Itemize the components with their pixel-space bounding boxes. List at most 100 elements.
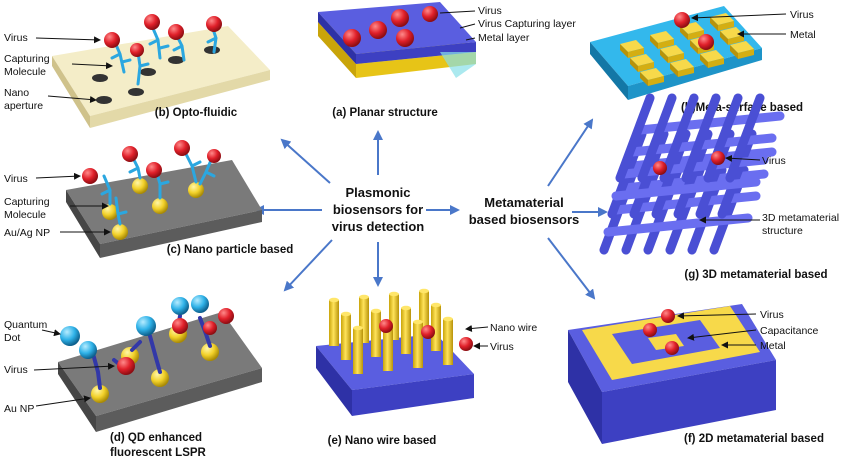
metamaterial-rods [599, 93, 785, 255]
panel-c-nano-particle: Virus Capturing Molecule Au/Ag NP (c) Na… [4, 140, 293, 258]
nano-wire-top [359, 294, 369, 300]
panel-e-nano-wire: Nano wire Virus (e) Nano wire based [316, 288, 537, 447]
panel-e-caption: (e) Nano wire based [328, 435, 437, 447]
label-virus: Virus [4, 364, 28, 376]
virus-particle [104, 32, 120, 48]
virus-particle [698, 34, 714, 50]
center-right-title-line-1: Metamaterial [484, 195, 563, 210]
gold-nanoparticle [112, 224, 128, 240]
nano-wire [413, 322, 423, 368]
label-virus: Virus [790, 9, 814, 21]
virus-particle [343, 29, 361, 47]
virus-particle [396, 29, 414, 47]
metal-block-top [670, 59, 694, 71]
quantum-dot [79, 341, 97, 359]
panel-h-meta-surface: Virus Metal (h)Meta-surface based [590, 6, 816, 114]
label-structure-2: structure [762, 225, 803, 237]
nano-wire-top [371, 308, 381, 314]
virus-particle [146, 162, 162, 178]
panel-f-2d-metamaterial: Virus Capacitance Metal (f) 2D metamater… [568, 304, 824, 445]
label-nano: Nano [4, 87, 29, 99]
metal-block-side [620, 44, 628, 58]
nano-wire [389, 294, 399, 340]
pointer-line [677, 312, 757, 320]
virus-particle [174, 140, 190, 156]
label-metal: Metal [790, 29, 816, 41]
nano-wire-top [353, 325, 363, 331]
metal-block-top [650, 31, 674, 43]
nano-wire [341, 314, 351, 360]
gray-substrate [58, 312, 262, 416]
metal-block-side [730, 45, 738, 59]
panel-c-caption: (c) Nano particle based [167, 244, 294, 256]
pointer-line [35, 36, 101, 44]
virus-particle [653, 161, 667, 175]
nano-wire-top [443, 316, 453, 322]
quantum-dot [171, 297, 189, 315]
nano-wire [383, 325, 393, 371]
nano-wire [419, 291, 429, 337]
virus-particle [206, 16, 222, 32]
label-dot: Dot [4, 332, 20, 344]
metal-block-top [700, 50, 724, 62]
metal-block-side [700, 54, 708, 68]
nano-wire-top [401, 305, 411, 311]
nano-aperture [204, 46, 220, 54]
gold-nanoparticle [201, 343, 219, 361]
metal-block-top [620, 40, 644, 52]
panel-d-caption-line-2: fluorescent LSPR [110, 447, 207, 459]
label-virus: Virus [4, 32, 28, 44]
blue-substrate [602, 360, 776, 444]
panel-b-caption: (b) Opto-fluidic [155, 107, 238, 119]
nano-wire [431, 305, 441, 351]
metal-block-side [718, 21, 734, 31]
metal-block-side [738, 49, 754, 59]
metal-block-side [638, 62, 654, 72]
metal-block-side [628, 48, 644, 58]
virus-particle [459, 337, 473, 351]
metamaterial-rod [637, 93, 677, 183]
label-capturing: Capturing [4, 53, 50, 65]
label-virus: Virus [762, 155, 786, 167]
label-au-np: Au NP [4, 403, 34, 415]
label-structure-1: 3D metamaterial [762, 212, 839, 224]
nano-wire [329, 300, 339, 346]
quantum-dot [191, 295, 209, 313]
metal-block-side [690, 40, 698, 54]
nano-wire [401, 308, 411, 354]
panel-f-caption: (f) 2D metamaterial based [684, 433, 824, 445]
nano-wire-top [329, 297, 339, 303]
metal-block-top [630, 54, 654, 66]
pointer-line [459, 23, 476, 29]
metal-block-side [688, 30, 704, 40]
center-left-title-line-2: biosensors for [333, 202, 423, 217]
panel-a-caption: (a) Planar structure [332, 107, 437, 119]
label-quantum: Quantum [4, 319, 47, 331]
panel-d-caption-line-1: (d) QD enhanced [110, 432, 202, 444]
nano-aperture [92, 74, 108, 82]
virus-particle [172, 318, 188, 334]
label-np: Au/Ag NP [4, 227, 50, 239]
metal-block-side [680, 26, 688, 40]
virus-particle [391, 9, 409, 27]
quantum-dots [60, 295, 209, 359]
nano-wire-top [419, 288, 429, 294]
label-molecule: Molecule [4, 66, 46, 78]
nano-aperture [140, 68, 156, 76]
metamaterial-rod [703, 93, 743, 183]
pointer-line [33, 362, 115, 371]
virus-particle [422, 6, 438, 22]
label-capturing: Capturing [4, 196, 50, 208]
pointer-line [691, 13, 787, 22]
arrow-to-b [280, 138, 331, 184]
center-left-title-line-1: Plasmonic [345, 185, 410, 200]
center-right-title: Metamaterial based biosensors [469, 195, 580, 227]
quantum-dot [136, 316, 156, 336]
nano-apertures [92, 46, 220, 104]
nano-wire [353, 328, 363, 374]
panel-d-qd-enhanced: Quantum Dot Virus Au NP (d) QD enhanced … [4, 295, 262, 459]
metal-block-side [710, 17, 718, 31]
label-virus: Virus [760, 309, 784, 321]
virus-particle [82, 168, 98, 184]
pointer-line [71, 62, 113, 70]
